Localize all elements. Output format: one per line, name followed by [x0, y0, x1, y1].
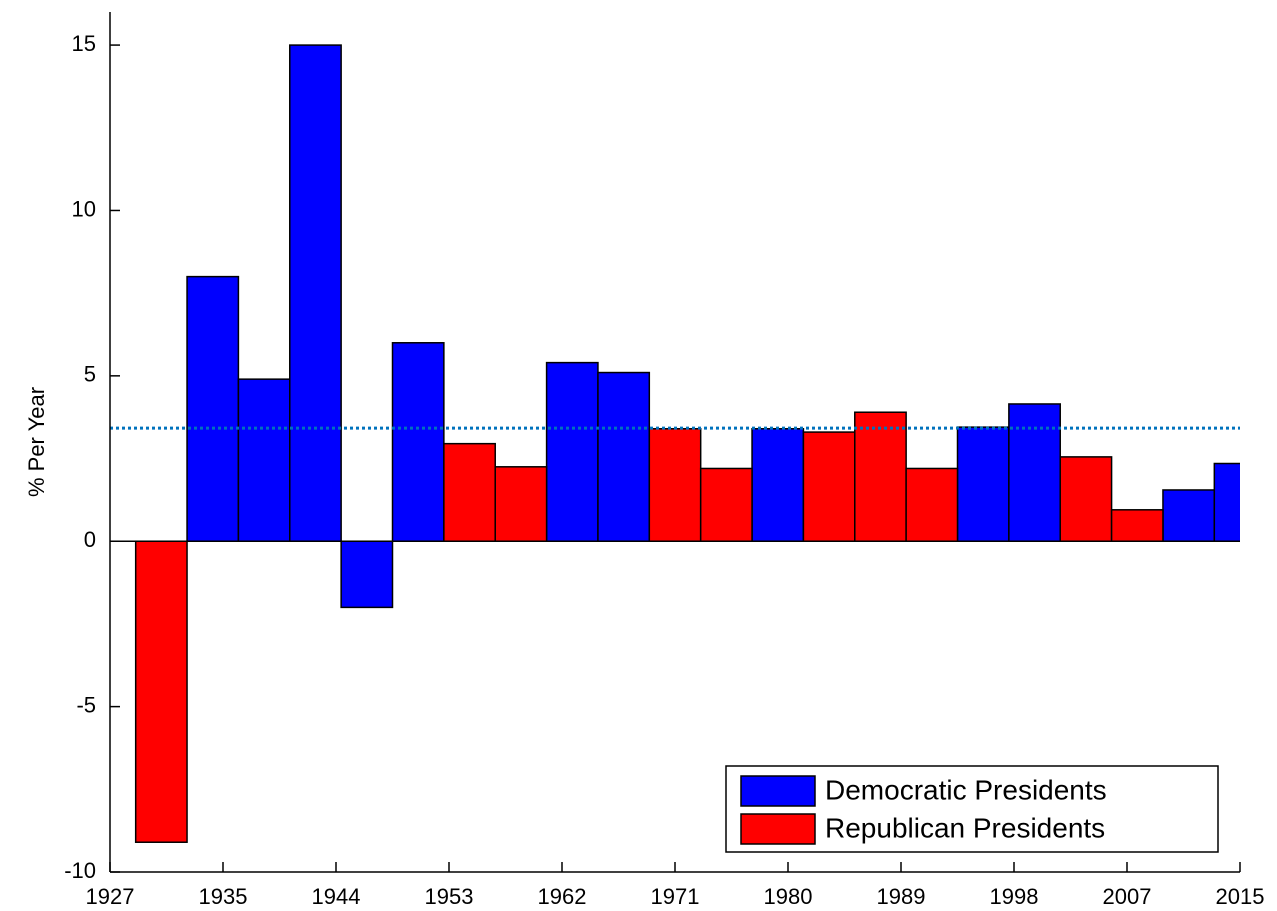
- bar: [648, 428, 702, 542]
- bar: [699, 467, 753, 542]
- bar: [1110, 509, 1164, 542]
- x-tick-label: 1971: [651, 884, 700, 909]
- x-tick-label: 1998: [990, 884, 1039, 909]
- bar: [1059, 456, 1113, 542]
- legend-swatch: [740, 775, 816, 807]
- bar: [905, 467, 959, 542]
- bar: [956, 426, 1010, 542]
- x-tick-label: 1989: [877, 884, 926, 909]
- bar: [134, 540, 188, 843]
- bar: [854, 411, 907, 542]
- bar: [751, 428, 805, 542]
- y-tick-label: -5: [76, 692, 96, 717]
- y-tick-label: 15: [72, 31, 96, 56]
- bar: [391, 342, 445, 542]
- bar: [443, 442, 496, 542]
- y-axis-label: % Per Year: [24, 387, 49, 497]
- y-tick-label: 0: [84, 527, 96, 552]
- legend-label: Republican Presidents: [825, 812, 1105, 843]
- bar: [237, 378, 291, 542]
- bar: [494, 466, 548, 542]
- legend-swatch: [740, 813, 816, 845]
- y-tick-label: -10: [64, 858, 96, 883]
- bar: [186, 275, 240, 542]
- bar: [802, 431, 856, 542]
- x-tick-label: 2007: [1103, 884, 1152, 909]
- x-tick-label: 1927: [86, 884, 135, 909]
- y-tick-label: 5: [84, 362, 96, 387]
- bar: [1213, 462, 1240, 542]
- y-tick-label: 10: [72, 196, 96, 221]
- bar: [597, 371, 651, 542]
- x-tick-label: 1962: [538, 884, 587, 909]
- x-tick-label: 2015: [1216, 884, 1265, 909]
- bar: [289, 44, 342, 542]
- x-tick-label: 1953: [425, 884, 474, 909]
- bar: [1008, 403, 1061, 542]
- x-tick-label: 1944: [312, 884, 361, 909]
- x-tick-label: 1980: [764, 884, 813, 909]
- legend-label: Democratic Presidents: [825, 774, 1107, 805]
- bar: [1162, 489, 1216, 542]
- bar: [545, 361, 599, 542]
- bar: [340, 540, 394, 609]
- plot-area: [134, 44, 1240, 843]
- x-tick-label: 1935: [199, 884, 248, 909]
